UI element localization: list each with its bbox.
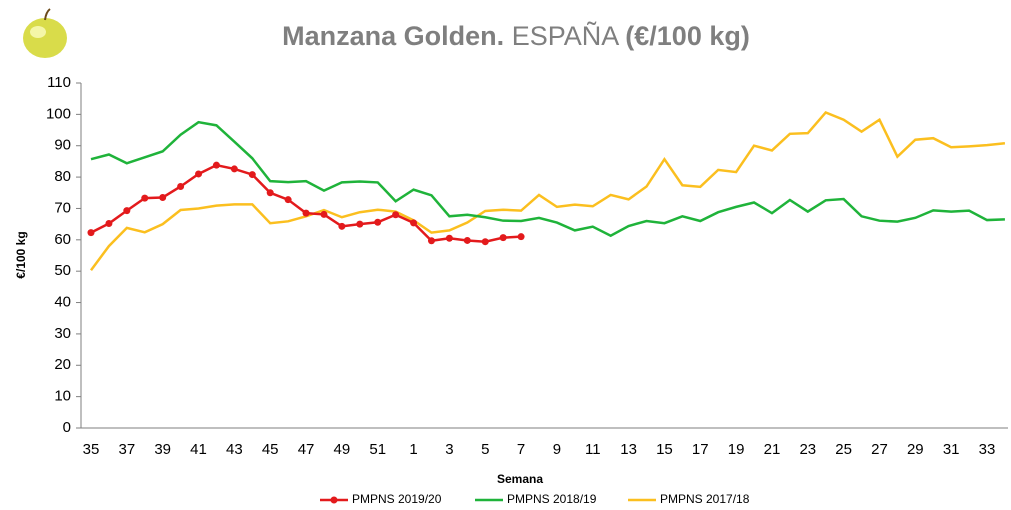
data-point [446,235,453,242]
data-point [428,237,435,244]
data-point [285,196,292,203]
legend-marker [331,497,338,504]
y-tick-label: 10 [54,388,71,405]
x-tick-label: 51 [369,441,386,458]
data-point [374,219,381,226]
apple-icon [23,9,67,58]
data-point [267,189,274,196]
legend-label: PMPNS 2019/20 [352,492,442,506]
x-tick-label: 17 [692,441,709,458]
data-point [213,162,220,169]
y-tick-label: 30 [54,325,71,342]
data-point [482,238,489,245]
legend-item: PMPNS 2019/20 [320,492,442,506]
legend-label: PMPNS 2018/19 [507,492,597,506]
title-part: ESPAÑA [512,20,620,51]
title-part: (€/100 kg) [625,21,750,51]
x-tick-label: 27 [871,441,888,458]
data-point [464,237,471,244]
x-tick-label: 29 [907,441,924,458]
x-tick-label: 39 [154,441,171,458]
y-tick-label: 90 [54,137,71,154]
x-tick-label: 9 [553,441,561,458]
legend-item: PMPNS 2017/18 [628,492,750,506]
data-point [338,223,345,230]
y-tick-label: 0 [63,419,71,436]
data-point [177,183,184,190]
data-point [141,195,148,202]
x-tick-label: 37 [118,441,135,458]
data-point [356,221,363,228]
y-tick-label: 40 [54,294,71,311]
x-tick-label: 11 [585,441,601,458]
title-part: Manzana Golden. [282,21,504,51]
series-line [91,122,1005,236]
data-point [123,207,130,214]
data-point [105,220,112,227]
y-tick-label: 50 [54,262,71,279]
x-tick-label: 7 [517,441,525,458]
x-tick-label: 25 [835,441,852,458]
x-axis-title: Semana [497,472,543,486]
x-tick-label: 31 [943,441,960,458]
series-line [91,165,521,242]
data-point [231,165,238,172]
chart-title: Manzana Golden. ESPAÑA (€/100 kg) [282,20,750,51]
chart: Manzana Golden. ESPAÑA (€/100 kg) €/100 … [0,0,1011,510]
data-point [303,210,310,217]
y-tick-label: 80 [54,168,71,185]
x-tick-label: 41 [190,441,207,458]
x-tick-label: 49 [334,441,351,458]
y-axis-title: €/100 kg [14,231,28,278]
data-point [88,229,95,236]
y-tick-label: 70 [54,199,71,216]
legend-item: PMPNS 2018/19 [475,492,597,506]
data-point [320,211,327,218]
x-tick-label: 35 [83,441,100,458]
data-point [195,170,202,177]
data-point [518,233,525,240]
x-tick-label: 5 [481,441,489,458]
legend-label: PMPNS 2017/18 [660,492,750,506]
x-tick-label: 23 [799,441,816,458]
x-tick-label: 21 [764,441,781,458]
x-tick-label: 45 [262,441,279,458]
y-tick-label: 60 [54,231,71,248]
x-tick-label: 13 [620,441,637,458]
y-tick-label: 110 [47,74,71,91]
y-tick-label: 20 [54,356,71,373]
x-tick-label: 47 [298,441,315,458]
data-point [500,234,507,241]
data-point [410,219,417,226]
data-point [159,194,166,201]
x-tick-label: 33 [979,441,996,458]
y-tick-label: 100 [46,105,71,122]
x-tick-label: 43 [226,441,243,458]
data-point [249,171,256,178]
x-tick-label: 15 [656,441,673,458]
data-point [392,211,399,218]
x-tick-label: 1 [409,441,417,458]
x-tick-label: 19 [728,441,745,458]
x-tick-label: 3 [445,441,453,458]
